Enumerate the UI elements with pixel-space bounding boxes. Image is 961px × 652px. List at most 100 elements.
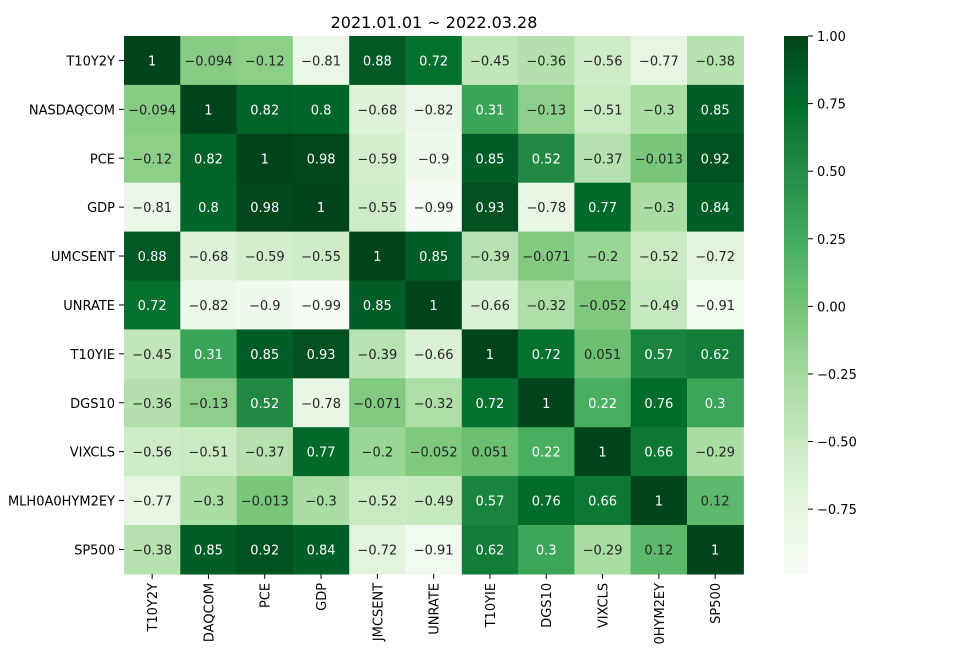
heatmap-cell [574, 133, 632, 184]
heatmap-cell [687, 133, 744, 184]
cell-value-label: −0.094 [184, 54, 232, 69]
cell-value-label: −0.81 [301, 54, 341, 69]
heatmap-cell [349, 378, 407, 428]
cell-value-label: 0.8 [198, 201, 219, 216]
heatmap-cell [518, 36, 575, 86]
heatmap-cell [405, 476, 463, 526]
cell-value-label: −0.32 [526, 299, 566, 314]
heatmap-cell [518, 133, 575, 184]
row-label: T10YIE [70, 348, 115, 363]
column-label: SP500 [709, 583, 724, 624]
heatmap-cell [236, 329, 294, 379]
cell-value-label: −0.68 [357, 103, 397, 118]
heatmap-cell [124, 84, 181, 135]
heatmap-cell [630, 476, 688, 526]
heatmap-cell [405, 182, 463, 233]
cell-value-label: −0.071 [522, 250, 570, 265]
heatmap-cell [236, 427, 294, 477]
cell-value-label: −0.29 [583, 543, 623, 558]
colorbar-tick-label: 0.75 [817, 98, 846, 113]
colorbar-tick-label: 0.00 [817, 300, 846, 315]
row-label: PCE [90, 152, 115, 167]
colorbar-gradient [784, 36, 808, 574]
heatmap-cell [349, 36, 407, 86]
cell-value-label: 1 [148, 54, 156, 69]
cell-value-label: −0.56 [132, 446, 172, 461]
cell-value-label: 0.31 [475, 103, 504, 118]
cell-value-label: −0.78 [301, 397, 341, 412]
cell-value-label: −0.36 [526, 54, 566, 69]
cell-value-label: −0.094 [128, 103, 176, 118]
heatmap-cell [405, 133, 463, 184]
heatmap-cell [292, 476, 350, 526]
heatmap-cell [180, 231, 238, 282]
cell-value-label: 0.3 [536, 543, 557, 558]
heatmap-cell [687, 427, 744, 477]
heatmap-cell [405, 84, 463, 135]
column-label: T10Y2Y [146, 583, 161, 633]
heatmap-cell [687, 280, 744, 330]
cell-value-label: −0.13 [526, 103, 566, 118]
heatmap-cell [124, 182, 181, 233]
column-label: T10YIE [484, 583, 499, 628]
cell-value-label: 0.66 [644, 446, 673, 461]
heatmap-cell [405, 427, 463, 477]
cell-value-label: −0.82 [414, 103, 454, 118]
heatmap-cell [405, 378, 463, 428]
row-label: UNRATE [63, 299, 115, 314]
cell-value-label: 1 [317, 201, 325, 216]
heatmap-cell [687, 525, 744, 575]
heatmap-cell [236, 182, 294, 233]
heatmap-cell [236, 84, 294, 135]
heatmap-cell [574, 280, 632, 330]
heatmap-cell [180, 329, 238, 379]
cell-value-label: 1 [655, 495, 663, 510]
cell-value-label: 0.72 [532, 348, 561, 363]
cell-value-label: 0.57 [644, 348, 673, 363]
heatmap-cell [292, 427, 350, 477]
heatmap-cell [292, 231, 350, 282]
cell-value-label: 0.88 [138, 250, 167, 265]
heatmap-cell [574, 427, 632, 477]
column-label: UNRATE [428, 583, 443, 635]
heatmap-cell [518, 231, 575, 282]
heatmap-cell [292, 378, 350, 428]
heatmap-cell [687, 36, 744, 86]
heatmap-cell [461, 231, 519, 282]
cell-value-label: −0.59 [245, 250, 285, 265]
row-label: NASDAQCOM [29, 103, 115, 118]
row-label: MLH0A0HYM2EY [8, 495, 115, 510]
cell-value-label: −0.99 [301, 299, 341, 314]
heatmap-cell [236, 476, 294, 526]
heatmap-cell [124, 231, 181, 282]
cell-value-label: 0.57 [475, 495, 504, 510]
cell-value-label: −0.51 [189, 446, 229, 461]
heatmap-cell [630, 182, 688, 233]
heatmap-cell [349, 525, 407, 575]
cell-value-label: −0.12 [245, 54, 285, 69]
heatmap-cell [630, 427, 688, 477]
cell-value-label: −0.78 [526, 201, 566, 216]
cell-value-label: −0.013 [241, 495, 289, 510]
heatmap-cell [630, 36, 688, 86]
row-label: DGS10 [70, 397, 115, 412]
heatmap-cell [236, 133, 294, 184]
cell-value-label: −0.59 [357, 152, 397, 167]
cell-value-label: 0.77 [307, 446, 336, 461]
heatmap-cell [349, 476, 407, 526]
cell-value-label: 1 [204, 103, 212, 118]
cell-value-label: −0.66 [470, 299, 510, 314]
column-labels: T10Y2Y DAQCOM PCE GDP JMCSENT UNRATE T10YIE DGS… [146, 573, 724, 645]
cell-value-label: 0.3 [705, 397, 726, 412]
heatmap-cell [405, 280, 463, 330]
cell-value-label: −0.32 [414, 397, 454, 412]
cell-value-label: −0.071 [353, 397, 401, 412]
heatmap-cell [687, 378, 744, 428]
heatmap-cell [461, 84, 519, 135]
heatmap-cell [236, 280, 294, 330]
heatmap-cell [349, 427, 407, 477]
cell-value-label: −0.39 [357, 348, 397, 363]
heatmap-cell [349, 329, 407, 379]
heatmap-cell [518, 525, 575, 575]
